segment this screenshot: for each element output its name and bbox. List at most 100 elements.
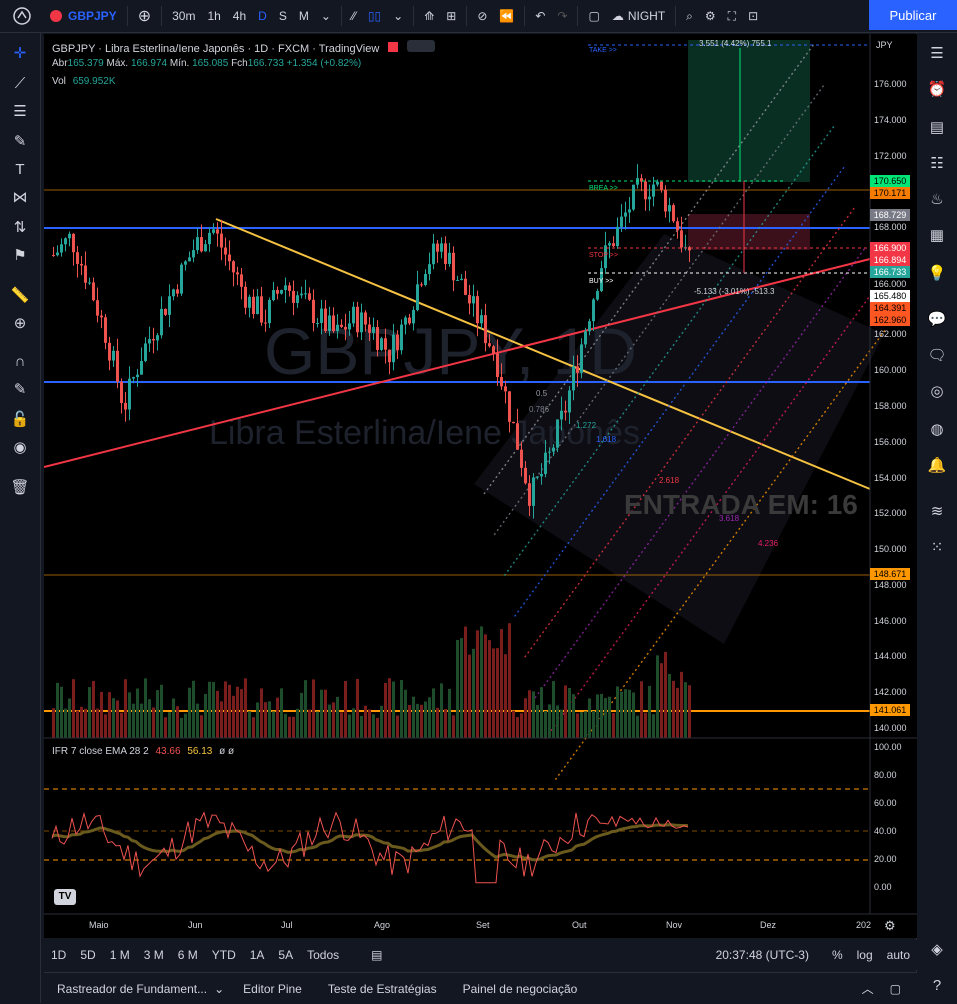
- wave-icon[interactable]: ≋: [930, 503, 944, 520]
- layout-icon[interactable]: ▢: [588, 9, 600, 23]
- eye-icon[interactable]: ◉: [13, 439, 27, 456]
- candle-body: [100, 315, 103, 318]
- layers-icon[interactable]: ◈: [931, 941, 943, 958]
- candle-body: [128, 378, 131, 410]
- calendar-list-icon[interactable]: ☷: [930, 155, 944, 172]
- range-1m[interactable]: 1 M: [109, 948, 130, 962]
- candle-body: [552, 447, 555, 452]
- fib-icon[interactable]: ☰: [13, 103, 27, 120]
- trash-icon[interactable]: 🗑: [10, 479, 30, 496]
- redo-icon[interactable]: ↷: [557, 9, 568, 23]
- chat-lines-icon[interactable]: 🗨: [927, 347, 947, 364]
- interval-s[interactable]: S: [278, 9, 287, 23]
- calendar-icon[interactable]: ▦: [929, 227, 945, 244]
- volume-bar: [444, 709, 447, 738]
- tab-trading-panel[interactable]: Painel de negociação: [462, 981, 578, 996]
- dots-icon[interactable]: ⁙: [930, 539, 944, 556]
- range-all[interactable]: Todos: [307, 948, 340, 962]
- interval-1h[interactable]: 1h: [207, 9, 221, 23]
- range-3m[interactable]: 3 M: [143, 948, 164, 962]
- chart-canvas[interactable]: GBPJPY, 1D Libra Esterlina/Iene Japonês …: [44, 34, 917, 938]
- volume-bar: [368, 709, 371, 738]
- text-icon[interactable]: T: [15, 160, 25, 178]
- chevron-down-icon[interactable]: ⌄: [393, 9, 404, 23]
- volume-bar: [432, 688, 435, 738]
- range-5a[interactable]: 5A: [278, 948, 294, 962]
- menu-logo-icon[interactable]: [0, 0, 44, 32]
- tab-pine-editor[interactable]: Editor Pine: [243, 981, 302, 996]
- interval-d[interactable]: D: [258, 9, 267, 23]
- search-icon[interactable]: ⌕: [686, 8, 693, 23]
- broadcast-icon[interactable]: ◎: [930, 383, 944, 400]
- chat-icon[interactable]: 💬: [927, 311, 947, 328]
- undo-icon[interactable]: ↶: [535, 9, 546, 23]
- interval-30m[interactable]: 30m: [172, 9, 196, 23]
- pattern-icon[interactable]: ⋈: [12, 189, 28, 206]
- alarm-clock-icon[interactable]: ⏰: [927, 81, 947, 98]
- volume-bar: [220, 701, 223, 738]
- chevron-down-icon[interactable]: ⌄: [320, 9, 331, 23]
- trendline-icon[interactable]: ⟋: [14, 74, 26, 92]
- chevron-down-icon[interactable]: ⌄: [214, 981, 225, 996]
- candles-icon[interactable]: ▯▯: [367, 9, 382, 23]
- crosshair-icon[interactable]: ✛: [13, 45, 27, 62]
- tab-strategy-tester[interactable]: Teste de Estratégias: [327, 981, 437, 996]
- price-tick: 158.000: [874, 401, 907, 411]
- line-chart-icon[interactable]: ⁄⁄: [351, 9, 356, 23]
- interval-m[interactable]: M: [298, 9, 309, 23]
- range-5d[interactable]: 5D: [80, 948, 96, 962]
- compare-plus-icon[interactable]: ⊕: [137, 8, 152, 25]
- fire-icon[interactable]: ♨: [930, 191, 944, 208]
- currency-label[interactable]: JPY: [876, 40, 893, 50]
- collapse-icon[interactable]: ︿: [861, 982, 874, 996]
- volume-bar: [72, 679, 75, 738]
- interval-4h[interactable]: 4h: [232, 9, 247, 23]
- news-icon[interactable]: ▤: [929, 119, 945, 136]
- flag-icon[interactable]: ⚑: [13, 247, 27, 264]
- lock-icon[interactable]: 🔓: [10, 411, 30, 428]
- percent-toggle[interactable]: %: [831, 948, 843, 962]
- log-toggle[interactable]: log: [856, 948, 873, 962]
- stream-icon[interactable]: ◍: [930, 421, 944, 438]
- candle-body: [260, 296, 263, 323]
- alert-icon[interactable]: ⊘: [477, 9, 488, 23]
- volume-bar: [548, 704, 551, 738]
- auto-toggle[interactable]: auto: [886, 948, 910, 962]
- range-1d[interactable]: 1D: [51, 948, 67, 962]
- tab-screener[interactable]: Rastreador de Fundament...: [57, 981, 208, 996]
- lock-drawings-icon[interactable]: ✎: [13, 381, 27, 398]
- brush-icon[interactable]: ✎: [13, 133, 27, 150]
- range-6m[interactable]: 6 M: [177, 948, 198, 962]
- replay-icon[interactable]: ⏪: [499, 9, 515, 23]
- range-ytd[interactable]: YTD: [211, 948, 236, 962]
- chart-area[interactable]: GBPJPY, 1D Libra Esterlina/Iene Japonês …: [44, 34, 917, 938]
- theme-toggle[interactable]: ☁ NIGHT: [606, 0, 671, 32]
- maximize-icon[interactable]: ▢: [889, 981, 901, 996]
- help-icon[interactable]: ?: [932, 976, 942, 994]
- prediction-icon[interactable]: ⇅: [13, 219, 27, 236]
- clock-label[interactable]: 20:37:48 (UTC-3): [715, 948, 809, 962]
- templates-icon[interactable]: ⊞: [446, 9, 457, 23]
- magnet-icon[interactable]: ∩: [14, 352, 26, 370]
- range-1a[interactable]: 1A: [249, 948, 265, 962]
- fullscreen-icon[interactable]: ⛶: [727, 8, 737, 23]
- calendar-range-icon[interactable]: ▤: [371, 948, 383, 962]
- publish-button[interactable]: Publicar: [869, 0, 957, 30]
- camera-icon[interactable]: ⊡: [748, 9, 759, 23]
- lightbulb-icon[interactable]: 💡: [927, 265, 947, 282]
- rsi-legend: IFR 7 close EMA 28 2 43.66 56.13 ø ø: [52, 746, 234, 757]
- volume-bar: [528, 690, 531, 738]
- watchlist-icon[interactable]: ☰: [930, 45, 944, 62]
- candle-body: [436, 243, 439, 252]
- candle-body: [396, 334, 399, 351]
- gear-icon[interactable]: ⚙: [704, 9, 716, 23]
- volume-bar: [268, 701, 271, 738]
- bell-icon[interactable]: 🔔: [927, 457, 947, 474]
- zoom-icon[interactable]: ⊕: [13, 315, 27, 332]
- symbol-search-button[interactable]: GBPJPY: [44, 0, 123, 32]
- gear-icon[interactable]: ⚙: [884, 918, 896, 933]
- indicators-icon[interactable]: ⟰: [424, 9, 435, 23]
- ruler-icon[interactable]: 📏: [10, 287, 30, 304]
- legend-toggle[interactable]: [407, 40, 436, 52]
- candle-body: [624, 212, 627, 217]
